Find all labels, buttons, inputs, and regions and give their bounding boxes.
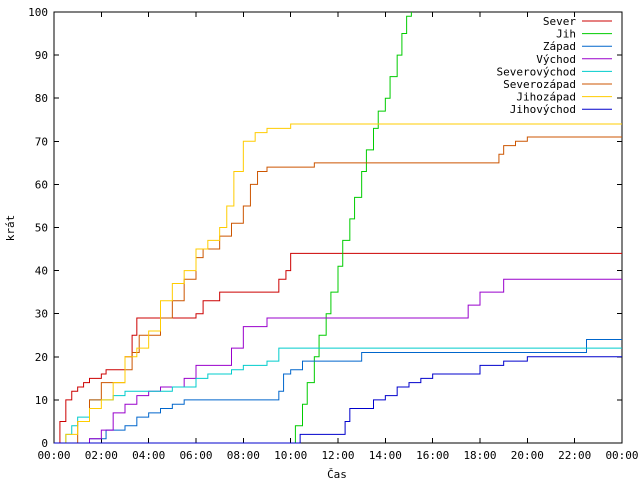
series-line-jihovýchod bbox=[54, 356, 622, 444]
x-axis-ticks: 00:00 02:00 04:00 06:00 08:00 10:00 12:00 14:00… bbox=[37, 12, 639, 462]
x-tick-label: 10:00 bbox=[274, 449, 307, 462]
x-tick-label: 02:00 bbox=[85, 449, 118, 462]
x-tick-label: 00:00 bbox=[37, 449, 70, 462]
legend-label: Severovýchod bbox=[497, 65, 576, 78]
legend: SeverJihZápadVýchodSeverovýchodSeverozáp… bbox=[497, 15, 612, 116]
legend-label: Východ bbox=[536, 53, 576, 66]
x-tick-label: 20:00 bbox=[511, 449, 544, 462]
y-tick-label: 100 bbox=[28, 6, 48, 19]
legend-label: Jihovýchod bbox=[510, 103, 576, 116]
y-tick-label: 10 bbox=[35, 394, 48, 407]
legend-label: Jih bbox=[556, 28, 576, 41]
y-axis-ticks: 0 10 20 30 40 50 60 70 80 90 100 bbox=[28, 6, 622, 450]
y-tick-label: 0 bbox=[41, 437, 48, 450]
x-tick-label: 06:00 bbox=[179, 449, 212, 462]
y-tick-label: 70 bbox=[35, 135, 48, 148]
x-tick-label: 18:00 bbox=[463, 449, 496, 462]
y-axis-title: krát bbox=[4, 215, 17, 242]
series-lines bbox=[54, 12, 622, 444]
series-line-severovýchod bbox=[54, 347, 622, 444]
x-tick-label: 00:00 bbox=[605, 449, 638, 462]
x-tick-label: 14:00 bbox=[369, 449, 402, 462]
legend-label: Severozápad bbox=[503, 78, 576, 91]
x-tick-label: 12:00 bbox=[321, 449, 354, 462]
y-tick-label: 60 bbox=[35, 178, 48, 191]
y-tick-label: 90 bbox=[35, 49, 48, 62]
y-tick-label: 50 bbox=[35, 222, 48, 235]
y-tick-label: 30 bbox=[35, 308, 48, 321]
x-axis-title: Čas bbox=[327, 468, 347, 480]
x-tick-label: 22:00 bbox=[558, 449, 591, 462]
x-tick-label: 16:00 bbox=[416, 449, 449, 462]
series-line-jih bbox=[54, 12, 412, 444]
x-tick-label: 08:00 bbox=[227, 449, 260, 462]
y-tick-label: 40 bbox=[35, 265, 48, 278]
series-line-západ bbox=[54, 339, 622, 444]
legend-label: Sever bbox=[543, 15, 576, 28]
x-tick-label: 04:00 bbox=[132, 449, 165, 462]
series-line-sever bbox=[54, 252, 622, 444]
legend-label: Jihozápad bbox=[516, 91, 576, 104]
series-line-jihozápad bbox=[54, 123, 622, 444]
legend-label: Západ bbox=[543, 40, 576, 53]
y-tick-label: 20 bbox=[35, 351, 48, 364]
series-line-východ bbox=[54, 278, 622, 444]
y-tick-label: 80 bbox=[35, 92, 48, 105]
